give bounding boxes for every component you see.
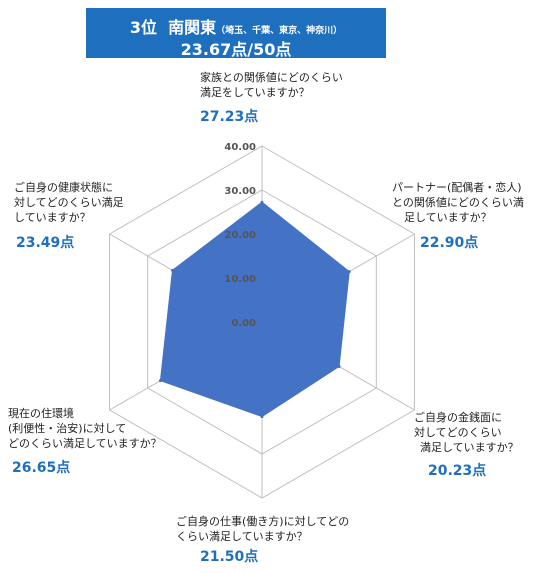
axis-label-work: ご自身の仕事(働き方)に対してどの くらい満足していますか？ <box>176 515 350 543</box>
prefecture-list: （埼玉、千葉、東京、神奈川） <box>216 26 343 36</box>
score-family: 27.23点 <box>200 109 259 125</box>
tick-label-0: 0.00 <box>231 318 256 329</box>
tick-label-1: 10.00 <box>224 274 256 285</box>
tick-label-4: 40.00 <box>224 142 256 153</box>
region-label: 南関東 <box>168 18 217 37</box>
axis-label-money: ご自身の金銭面に 対してどのくらい 満足していますか？ <box>414 411 519 454</box>
tick-label-3: 30.00 <box>224 186 256 197</box>
axis-label-family: 家族との関係値にどのくらい 満足をしていますか？ <box>200 71 343 99</box>
score-health: 23.49点 <box>16 235 75 251</box>
score-partner: 22.90点 <box>420 235 479 251</box>
rank-label: 3位 <box>129 18 157 37</box>
axis-label-health: ご自身の健康状態に 対してどのくらい満足 していますか？ <box>14 181 124 224</box>
data-point-4 <box>158 379 162 383</box>
score-work: 21.50点 <box>200 549 259 565</box>
data-point-1 <box>347 270 351 274</box>
tick-label-2: 20.00 <box>224 230 256 241</box>
total-score: 23.67点/50点 <box>180 40 292 59</box>
data-point-0 <box>260 200 264 204</box>
data-point-5 <box>170 268 174 272</box>
axis-label-partner: パートナー(配偶者・恋人) との関係値にどのくらい満 足していますか？ <box>392 181 524 224</box>
title-line: 3位 南関東（埼玉、千葉、東京、神奈川） <box>86 14 386 38</box>
data-point-2 <box>337 365 341 369</box>
data-point-3 <box>260 415 264 419</box>
axis-label-housing: 現在の住環境 (利便性・治安)に対して どのくらい満足していますか？ <box>8 407 162 450</box>
chart-title-banner: 3位 南関東（埼玉、千葉、東京、神奈川） 23.67点/50点 <box>86 8 386 59</box>
score-money: 20.23点 <box>428 463 487 479</box>
score-housing: 26.65点 <box>12 460 71 476</box>
